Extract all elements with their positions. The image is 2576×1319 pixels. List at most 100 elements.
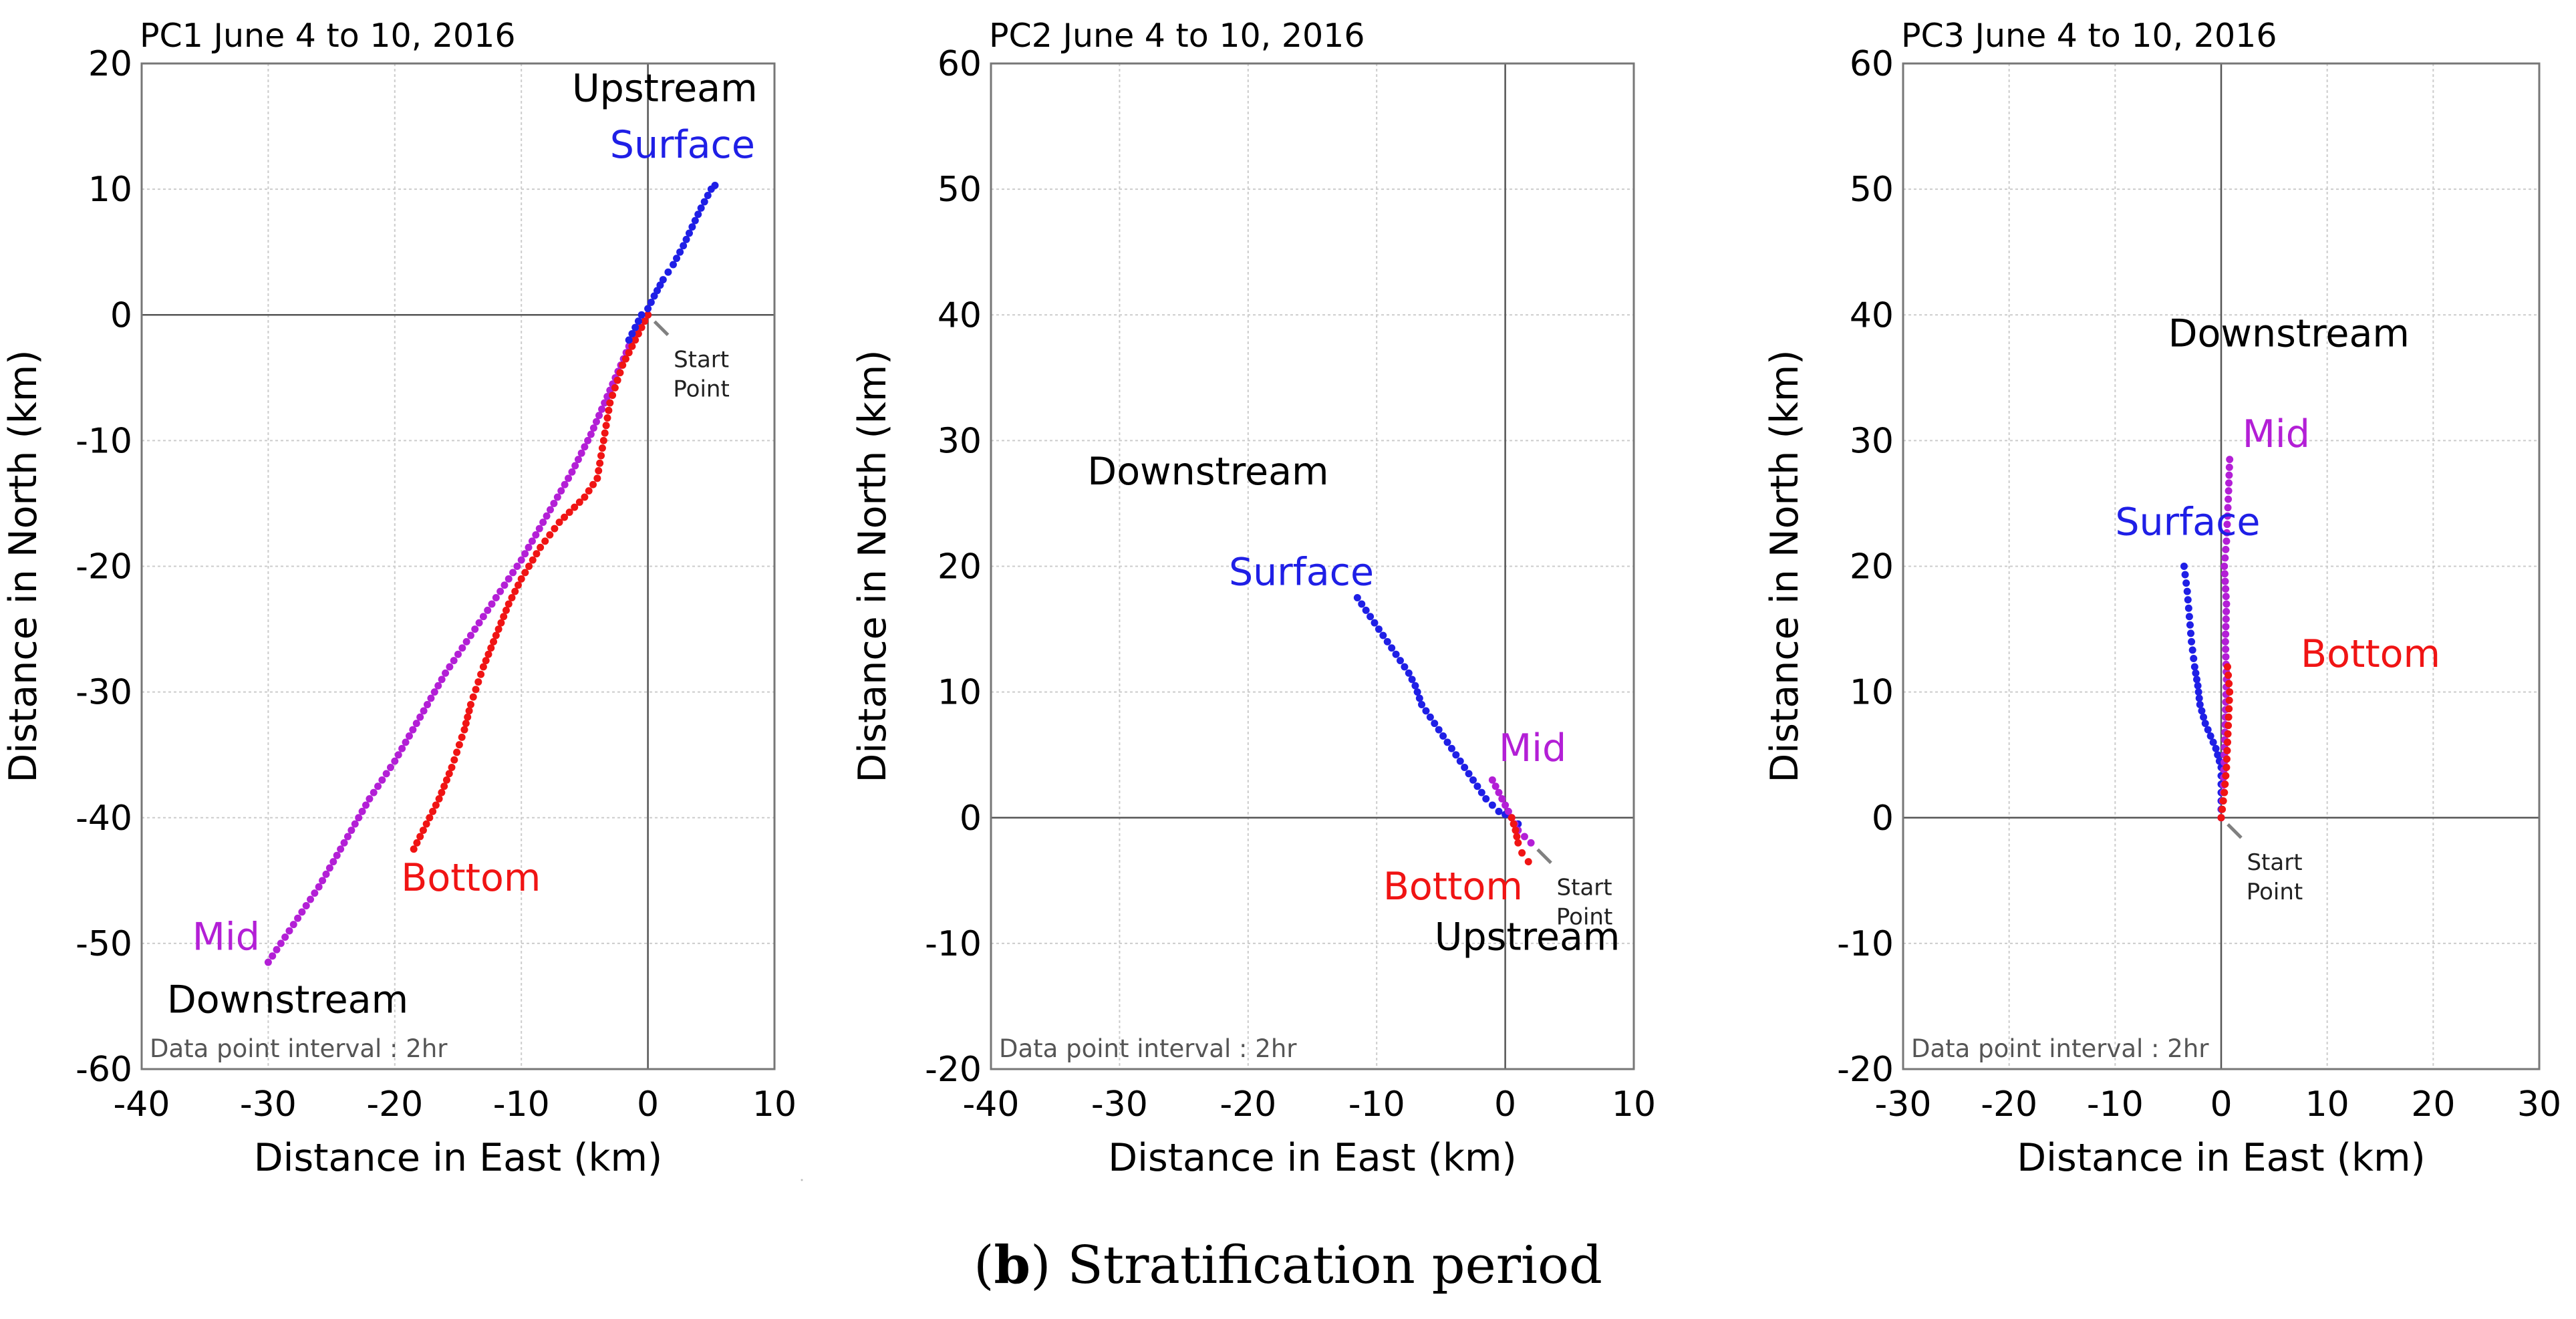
data-point <box>2222 615 2230 623</box>
y-tick-label: -20 <box>925 1050 982 1090</box>
data-point <box>453 748 461 756</box>
data-point <box>2224 730 2232 738</box>
data-point <box>2221 577 2229 585</box>
data-point <box>598 405 606 413</box>
data-point <box>1461 764 1469 771</box>
data-point <box>440 782 448 790</box>
y-tick-label: -20 <box>76 547 132 587</box>
data-point <box>1508 814 1516 822</box>
data-point <box>2217 814 2225 822</box>
data-point <box>2186 621 2194 629</box>
data-point <box>2188 646 2196 654</box>
annotation-mid: Mid <box>2243 412 2310 456</box>
data-point <box>2206 732 2214 740</box>
data-point <box>264 958 272 966</box>
data-point <box>487 644 495 652</box>
data-point <box>596 459 604 467</box>
data-point <box>402 738 410 746</box>
data-point <box>2225 705 2233 713</box>
data-point <box>606 399 614 407</box>
stray-mark <box>801 1179 803 1181</box>
data-point <box>2225 722 2233 730</box>
annotation-downstream: Downstream <box>1087 450 1328 494</box>
data-point <box>598 444 606 452</box>
x-tick-label: 0 <box>637 1084 659 1125</box>
data-point <box>2225 672 2233 680</box>
data-point <box>273 945 281 954</box>
data-point <box>628 342 636 350</box>
data-point <box>2223 746 2231 754</box>
data-point <box>647 298 655 306</box>
series-bottom <box>410 311 652 853</box>
data-point <box>277 939 285 947</box>
data-point <box>565 474 573 482</box>
data-point <box>613 376 621 384</box>
data-point <box>347 827 355 835</box>
data-point <box>2224 504 2232 512</box>
data-point <box>1362 606 1370 614</box>
chart-title: PC3 June 4 to 10, 2016 <box>1901 17 2277 55</box>
data-point <box>474 678 482 686</box>
data-point <box>1405 669 1413 677</box>
data-point <box>1477 788 1485 796</box>
data-point <box>416 713 424 721</box>
data-point <box>496 587 505 595</box>
data-point <box>325 864 333 872</box>
data-point <box>366 795 374 803</box>
data-point <box>462 637 470 645</box>
data-point <box>688 223 696 231</box>
chart-panel-3: -30 -20 -10 0 10 20 30-20-100102030405060Dista… <box>1763 17 2561 1180</box>
data-point <box>302 901 310 909</box>
data-point <box>575 498 583 506</box>
data-point <box>471 625 479 633</box>
data-point <box>355 814 363 822</box>
data-point <box>322 870 330 878</box>
figure-caption: (b) Stratification period <box>974 1235 1602 1296</box>
data-point <box>472 686 480 694</box>
data-point <box>1388 644 1396 652</box>
data-point <box>673 255 681 263</box>
data-point <box>644 305 652 313</box>
data-point <box>625 349 633 357</box>
y-axis-label: Distance in North (km) <box>1763 350 1807 783</box>
data-point <box>711 181 719 189</box>
data-point <box>370 788 378 796</box>
y-tick-label: 30 <box>938 421 982 461</box>
data-point <box>458 644 466 652</box>
data-point <box>2190 654 2198 662</box>
x-tick-label: -10 <box>493 1084 550 1125</box>
interval-note: Data point interval : 2hr <box>150 1034 448 1063</box>
data-point <box>1501 801 1510 809</box>
data-point <box>521 550 529 558</box>
start-point-label: Point <box>2247 879 2303 905</box>
data-point <box>442 776 450 784</box>
data-point <box>1408 676 1416 684</box>
data-point <box>2222 623 2230 631</box>
x-tick-label: 10 <box>2305 1084 2349 1125</box>
y-tick-label: 60 <box>1850 44 1894 84</box>
data-point <box>2219 797 2227 805</box>
data-point <box>458 733 466 741</box>
data-point <box>676 248 684 256</box>
data-point <box>1518 849 1526 857</box>
data-point <box>465 707 473 715</box>
data-point <box>508 594 516 602</box>
data-point <box>2223 521 2231 529</box>
data-point <box>539 519 547 527</box>
data-point <box>427 694 435 702</box>
data-point <box>469 693 477 701</box>
data-point <box>2221 637 2229 645</box>
data-point <box>2225 495 2233 503</box>
data-point <box>2223 600 2231 608</box>
data-point <box>460 726 468 734</box>
data-point <box>541 537 549 545</box>
data-point <box>513 563 521 570</box>
x-tick-label: -40 <box>114 1084 170 1125</box>
data-point <box>333 851 341 859</box>
data-point <box>561 480 569 488</box>
plot-frame <box>140 62 776 1070</box>
data-point <box>2194 682 2202 690</box>
data-point <box>601 429 609 437</box>
x-tick-label: 20 <box>2411 1084 2455 1125</box>
y-tick-label: -50 <box>76 924 132 964</box>
